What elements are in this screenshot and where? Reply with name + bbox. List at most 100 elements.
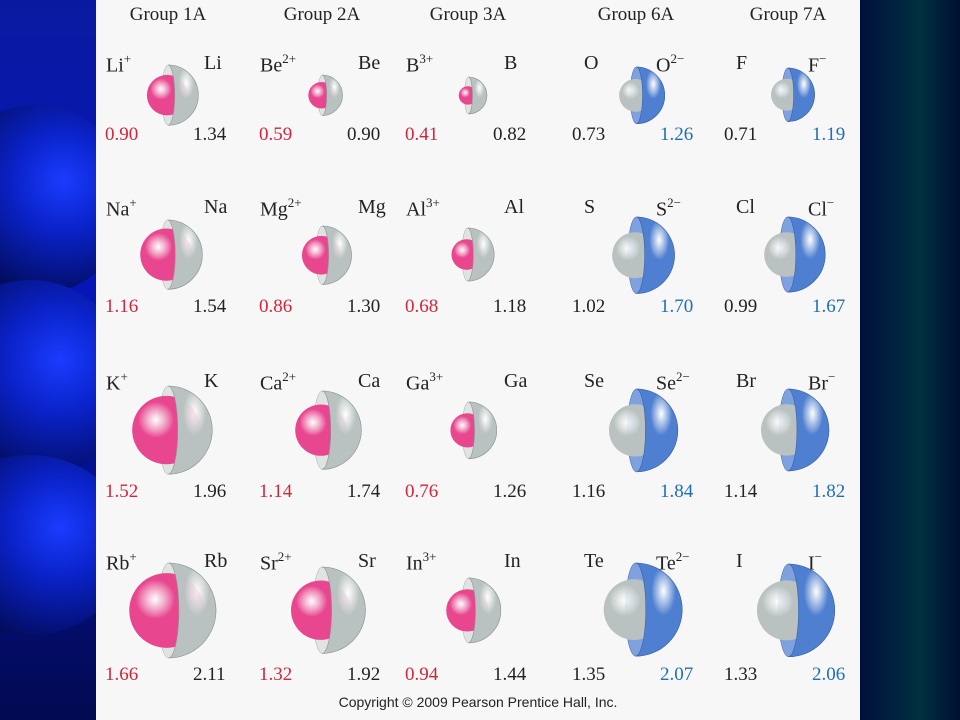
neutral-atom-half-shell <box>467 401 497 459</box>
ion-radius-value: 1.14 <box>259 481 293 502</box>
ion-symbol: S2− <box>656 195 681 222</box>
element-symbol: Ca <box>358 370 381 392</box>
atom-symbol: Ca <box>358 370 380 393</box>
atom-symbol: Be <box>358 52 380 75</box>
element-symbol: B <box>504 52 518 74</box>
atom-symbol: I <box>736 550 743 573</box>
element-symbol: Mg <box>358 196 386 218</box>
atom-radius-value: 0.82 <box>493 124 527 145</box>
atom-radius-value: 1.14 <box>724 481 758 502</box>
atom-radius-value: 2.11 <box>193 664 226 685</box>
neutral-atom-half-shell <box>467 76 487 114</box>
anion-half-shell <box>635 216 675 294</box>
ion-radius-value: 0.94 <box>405 664 439 685</box>
left-decorative-background <box>0 0 96 720</box>
atom-symbol: Te <box>584 550 604 573</box>
neutral-atom-half-shell <box>321 566 366 654</box>
copyright-notice: Copyright © 2009 Pearson Prentice Hall, … <box>338 694 618 710</box>
atom-radius-value: 0.73 <box>572 124 606 145</box>
cation-atom-size-comparison <box>451 228 495 282</box>
cation-atom-size-comparison <box>450 401 497 459</box>
anion-half-shell <box>787 388 830 472</box>
anion-half-shell <box>787 217 826 293</box>
element-symbol: K <box>204 370 219 392</box>
ion-symbol: I− <box>808 549 823 576</box>
neutral-atom-half-shell <box>321 390 362 470</box>
group-header: Group 2A <box>283 4 361 25</box>
ion-symbol: Se2− <box>656 369 690 396</box>
anion-atom-size-comparison <box>764 217 826 293</box>
ion-symbol: Be2+ <box>260 51 297 78</box>
charge-superscript: + <box>129 195 137 210</box>
element-symbol: Cl <box>808 198 827 221</box>
neutral-atom-half-shell <box>467 577 501 643</box>
ion-radius-value: 1.19 <box>812 124 846 145</box>
element-symbol: In <box>504 550 521 572</box>
charge-superscript: 3+ <box>419 51 434 66</box>
ion-symbol: K+ <box>106 369 128 396</box>
anion-atom-size-comparison <box>611 216 675 294</box>
element-symbol: Sr <box>358 550 376 572</box>
cation-atom-size-comparison <box>308 74 343 116</box>
anion-half-shell <box>635 66 665 124</box>
element-symbol: Se <box>656 372 676 395</box>
element-symbol: S <box>584 196 596 218</box>
ion-symbol: In3+ <box>406 549 437 576</box>
atom-radius-value: 1.54 <box>193 296 227 317</box>
cation-atom-size-comparison <box>146 64 199 126</box>
charge-superscript: + <box>120 369 128 384</box>
group-header: Group 3A <box>429 4 507 25</box>
ion-radius-value: 1.32 <box>259 664 293 685</box>
charge-superscript: 2− <box>676 369 690 384</box>
neutral-atom-half-shell <box>167 562 216 658</box>
anion-half-shell <box>787 67 816 123</box>
charge-superscript: 2+ <box>282 369 297 384</box>
charge-superscript: − <box>819 51 827 66</box>
element-symbol: K <box>106 372 121 395</box>
charge-superscript: 3+ <box>429 369 444 384</box>
atom-radius-value: 0.90 <box>347 124 381 145</box>
cation-atom-size-comparison <box>132 385 213 475</box>
atom-symbol: Cl <box>736 196 755 219</box>
atom-symbol: Br <box>736 370 756 393</box>
ion-symbol: F− <box>808 51 827 78</box>
atom-radius-value: 1.02 <box>572 296 606 317</box>
charge-superscript: − <box>826 195 835 210</box>
cation-atom-size-comparison <box>290 566 366 654</box>
anion-atom-size-comparison <box>618 66 665 124</box>
ion-radius-value: 0.76 <box>405 481 439 502</box>
group-header: Group 6A <box>597 4 675 25</box>
atom-symbol: Sr <box>358 550 376 573</box>
cation-atom-size-comparison <box>140 220 203 290</box>
element-symbol: Rb <box>106 552 130 575</box>
group-header: Group 7A <box>749 4 827 25</box>
ion-radius-value: 1.16 <box>105 296 139 317</box>
ion-symbol: Na+ <box>106 195 137 222</box>
atom-radius-value: 1.96 <box>193 481 227 502</box>
anion-atom-size-comparison <box>756 563 835 657</box>
ion-radius-value: 1.26 <box>660 124 694 145</box>
atom-radius-value: 1.44 <box>493 664 527 685</box>
charge-superscript: 2+ <box>277 549 292 564</box>
ion-symbol: O2− <box>656 51 684 78</box>
ion-symbol: B3+ <box>406 51 434 78</box>
element-symbol: In <box>406 552 423 575</box>
atom-symbol: In <box>504 550 521 573</box>
cation-atom-size-comparison <box>295 390 362 470</box>
anion-half-shell <box>635 388 678 472</box>
atom-radius-value: 1.18 <box>493 296 527 317</box>
element-symbol: Te <box>656 552 676 575</box>
cation-atom-size-comparison <box>128 562 216 658</box>
atom-symbol: Li <box>204 52 222 75</box>
atom-symbol: Na <box>204 196 227 219</box>
charge-superscript: 2− <box>675 549 690 564</box>
charge-superscript: 2+ <box>282 51 297 66</box>
element-symbol: Na <box>106 198 130 221</box>
charge-superscript: 2+ <box>287 195 302 210</box>
ion-radius-value: 0.68 <box>405 296 439 317</box>
atom-symbol: S <box>584 196 595 219</box>
group-header: Group 1A <box>129 4 207 25</box>
ion-symbol: Rb+ <box>106 549 137 576</box>
charge-superscript: − <box>814 549 823 564</box>
neutral-atom-half-shell <box>321 225 352 285</box>
